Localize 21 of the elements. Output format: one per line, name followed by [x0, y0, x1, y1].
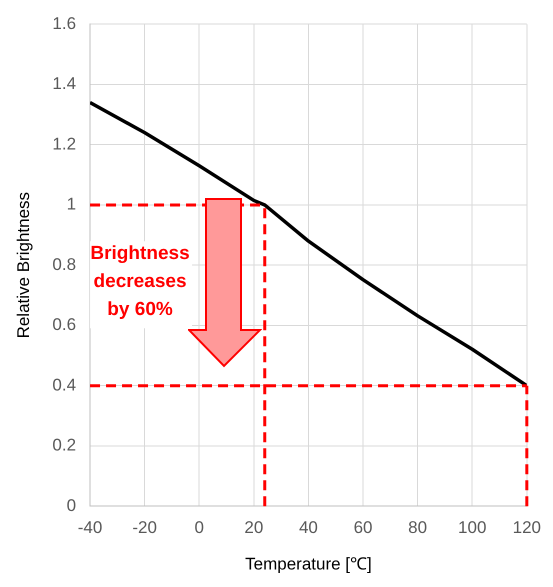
x-tick-label: 60: [354, 518, 372, 538]
y-tick-label: 0.6: [52, 315, 76, 334]
x-tick-label: 80: [408, 518, 428, 538]
y-axis-title: Relative Brightness: [14, 192, 33, 338]
y-tick-label: 0.8: [52, 254, 76, 274]
y-tick-label: 1.6: [52, 14, 76, 33]
x-tick-label: 0: [194, 518, 204, 538]
y-tick-label: 0: [66, 496, 76, 515]
y-tick-label: 1.2: [52, 134, 76, 154]
x-tick-label: 120: [512, 518, 542, 538]
y-tick-label: 1: [66, 194, 76, 214]
x-tick-label: 20: [244, 518, 264, 538]
annotation: Brightness decreases by 60%: [90, 243, 190, 320]
x-tick-label: -20: [132, 518, 157, 538]
x-tick-label: -40: [78, 518, 102, 538]
x-tick-label: 100: [458, 518, 486, 538]
x-tick-label: 40: [298, 518, 318, 538]
y-tick-label: 0.2: [52, 436, 76, 455]
x-axis-title: Temperature [℃]: [245, 554, 372, 574]
y-tick-label: 0.4: [52, 375, 76, 394]
y-tick-label: 1.4: [52, 74, 76, 94]
